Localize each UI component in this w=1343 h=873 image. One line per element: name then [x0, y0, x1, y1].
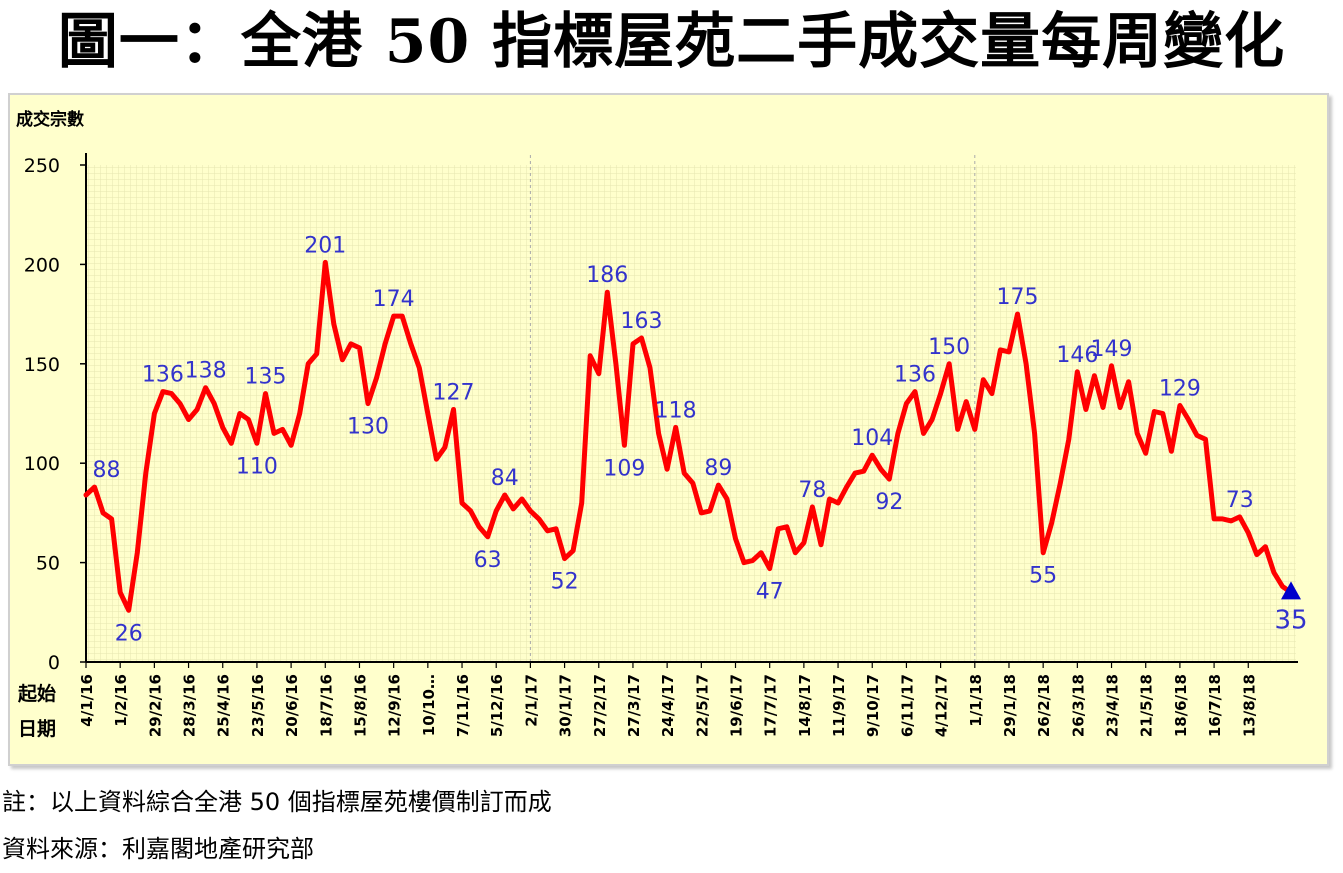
- y-tick-label: 200: [24, 254, 60, 276]
- x-tick-label: 20/6/16: [283, 674, 301, 737]
- x-tick-label: 26/2/18: [1035, 674, 1053, 737]
- x-tick-label: 5/12/16: [488, 674, 506, 737]
- data-label: 146: [1056, 343, 1098, 368]
- y-axis-title: 成交宗數: [16, 109, 84, 130]
- chart-frame: 成交宗數 起始 日期 0 50 100 150 200 250 4/1/16 1/2/16 2…: [8, 93, 1329, 766]
- x-tick-label: 1/2/16: [112, 674, 130, 727]
- x-tick-label: 24/4/17: [659, 674, 677, 737]
- data-label: 136: [142, 363, 184, 388]
- data-label: 52: [551, 570, 579, 595]
- data-label: 110: [236, 454, 278, 479]
- data-label: 118: [655, 398, 697, 423]
- data-label: 129: [1159, 377, 1201, 402]
- x-tick-label: 26/3/18: [1069, 674, 1087, 737]
- data-label: 136: [894, 363, 936, 388]
- data-label: 84: [491, 466, 519, 491]
- x-tick-label: 4/12/17: [933, 674, 951, 737]
- x-tick-label: 23/5/16: [249, 674, 267, 737]
- x-tick-label: 14/8/17: [796, 674, 814, 737]
- x-tick-label: 18/7/16: [317, 674, 335, 737]
- data-label: 92: [875, 490, 903, 515]
- data-label: 35: [1274, 605, 1307, 635]
- x-tick-label: 28/3/16: [181, 674, 199, 737]
- x-tick-label: 7/11/16: [454, 674, 472, 737]
- data-label: 201: [304, 233, 346, 258]
- data-label: 47: [756, 580, 784, 605]
- x-tick-label: 11/9/17: [830, 674, 848, 737]
- weekly-transactions-line-chart: 成交宗數 起始 日期 0 50 100 150 200 250 4/1/16 1/2/16 2…: [16, 109, 1308, 740]
- data-label: 88: [93, 458, 121, 483]
- x-tick-label: 12/9/16: [386, 674, 404, 737]
- data-label: 174: [373, 287, 415, 312]
- x-tick-label: 27/2/17: [591, 674, 609, 737]
- x-tick-label: 23/4/18: [1104, 674, 1122, 737]
- x-tick-label: 10/10…: [420, 674, 438, 736]
- x-tick-label: 22/5/17: [693, 674, 711, 737]
- x-tick-label: 18/6/18: [1172, 674, 1190, 737]
- data-label: 109: [603, 456, 645, 481]
- x-tick-label: 4/1/16: [78, 674, 96, 727]
- plot-area: [86, 165, 1296, 662]
- x-tick-label: 15/8/16: [351, 674, 369, 737]
- data-label: 186: [586, 263, 628, 288]
- data-label: 63: [474, 548, 502, 573]
- data-label: 26: [115, 621, 143, 646]
- x-tick-label: 17/7/17: [762, 674, 780, 737]
- x-tick-label: 13/8/18: [1240, 674, 1258, 737]
- data-label: 78: [798, 478, 826, 503]
- y-tick-label: 100: [24, 453, 60, 475]
- data-label: 55: [1029, 564, 1057, 589]
- x-tick-label: 25/4/16: [215, 674, 233, 737]
- data-label: 138: [185, 359, 227, 384]
- source-note: 資料來源：利嘉閣地產研究部: [2, 835, 314, 863]
- x-tick-label: 2/1/17: [522, 674, 540, 727]
- x-tick-label: 29/2/16: [146, 674, 164, 737]
- x-axis-title-line-1: 起始: [17, 682, 56, 705]
- x-tick-label: 29/1/18: [1001, 674, 1019, 737]
- data-label: 89: [704, 456, 732, 481]
- x-tick-label: 1/1/18: [967, 674, 985, 727]
- y-tick-label: 50: [36, 553, 60, 575]
- x-tick-label: 30/1/17: [557, 674, 575, 737]
- data-label: 135: [244, 365, 286, 390]
- latest-point-marker: [1281, 581, 1301, 600]
- footnote: 註：以上資料綜合全港 50 個指標屋苑樓價制訂而成: [2, 788, 552, 816]
- data-label: 73: [1226, 488, 1254, 513]
- page-title: 圖一：全港 50 指標屋苑二手成交量每周變化: [57, 7, 1286, 77]
- x-tick-label: 19/6/17: [728, 674, 746, 737]
- y-tick-label: 250: [24, 155, 60, 177]
- data-label: 175: [997, 285, 1039, 310]
- x-axis-title-line-2: 日期: [18, 718, 56, 740]
- y-tick-label: 0: [48, 652, 60, 674]
- data-label: 130: [347, 415, 389, 440]
- data-label: 150: [928, 335, 970, 360]
- x-tick-label: 27/3/17: [625, 674, 643, 737]
- x-tick-label: 6/11/17: [898, 674, 916, 737]
- data-label: 104: [851, 426, 893, 451]
- y-tick-label: 150: [24, 354, 60, 376]
- data-label: 149: [1091, 337, 1133, 362]
- x-tick-label: 9/10/17: [864, 674, 882, 737]
- series-line: [83, 259, 1294, 613]
- x-tick-label: 16/7/18: [1206, 674, 1224, 737]
- data-label: 127: [432, 381, 474, 406]
- data-label: 163: [620, 309, 662, 334]
- x-tick-label: 21/5/18: [1138, 674, 1156, 737]
